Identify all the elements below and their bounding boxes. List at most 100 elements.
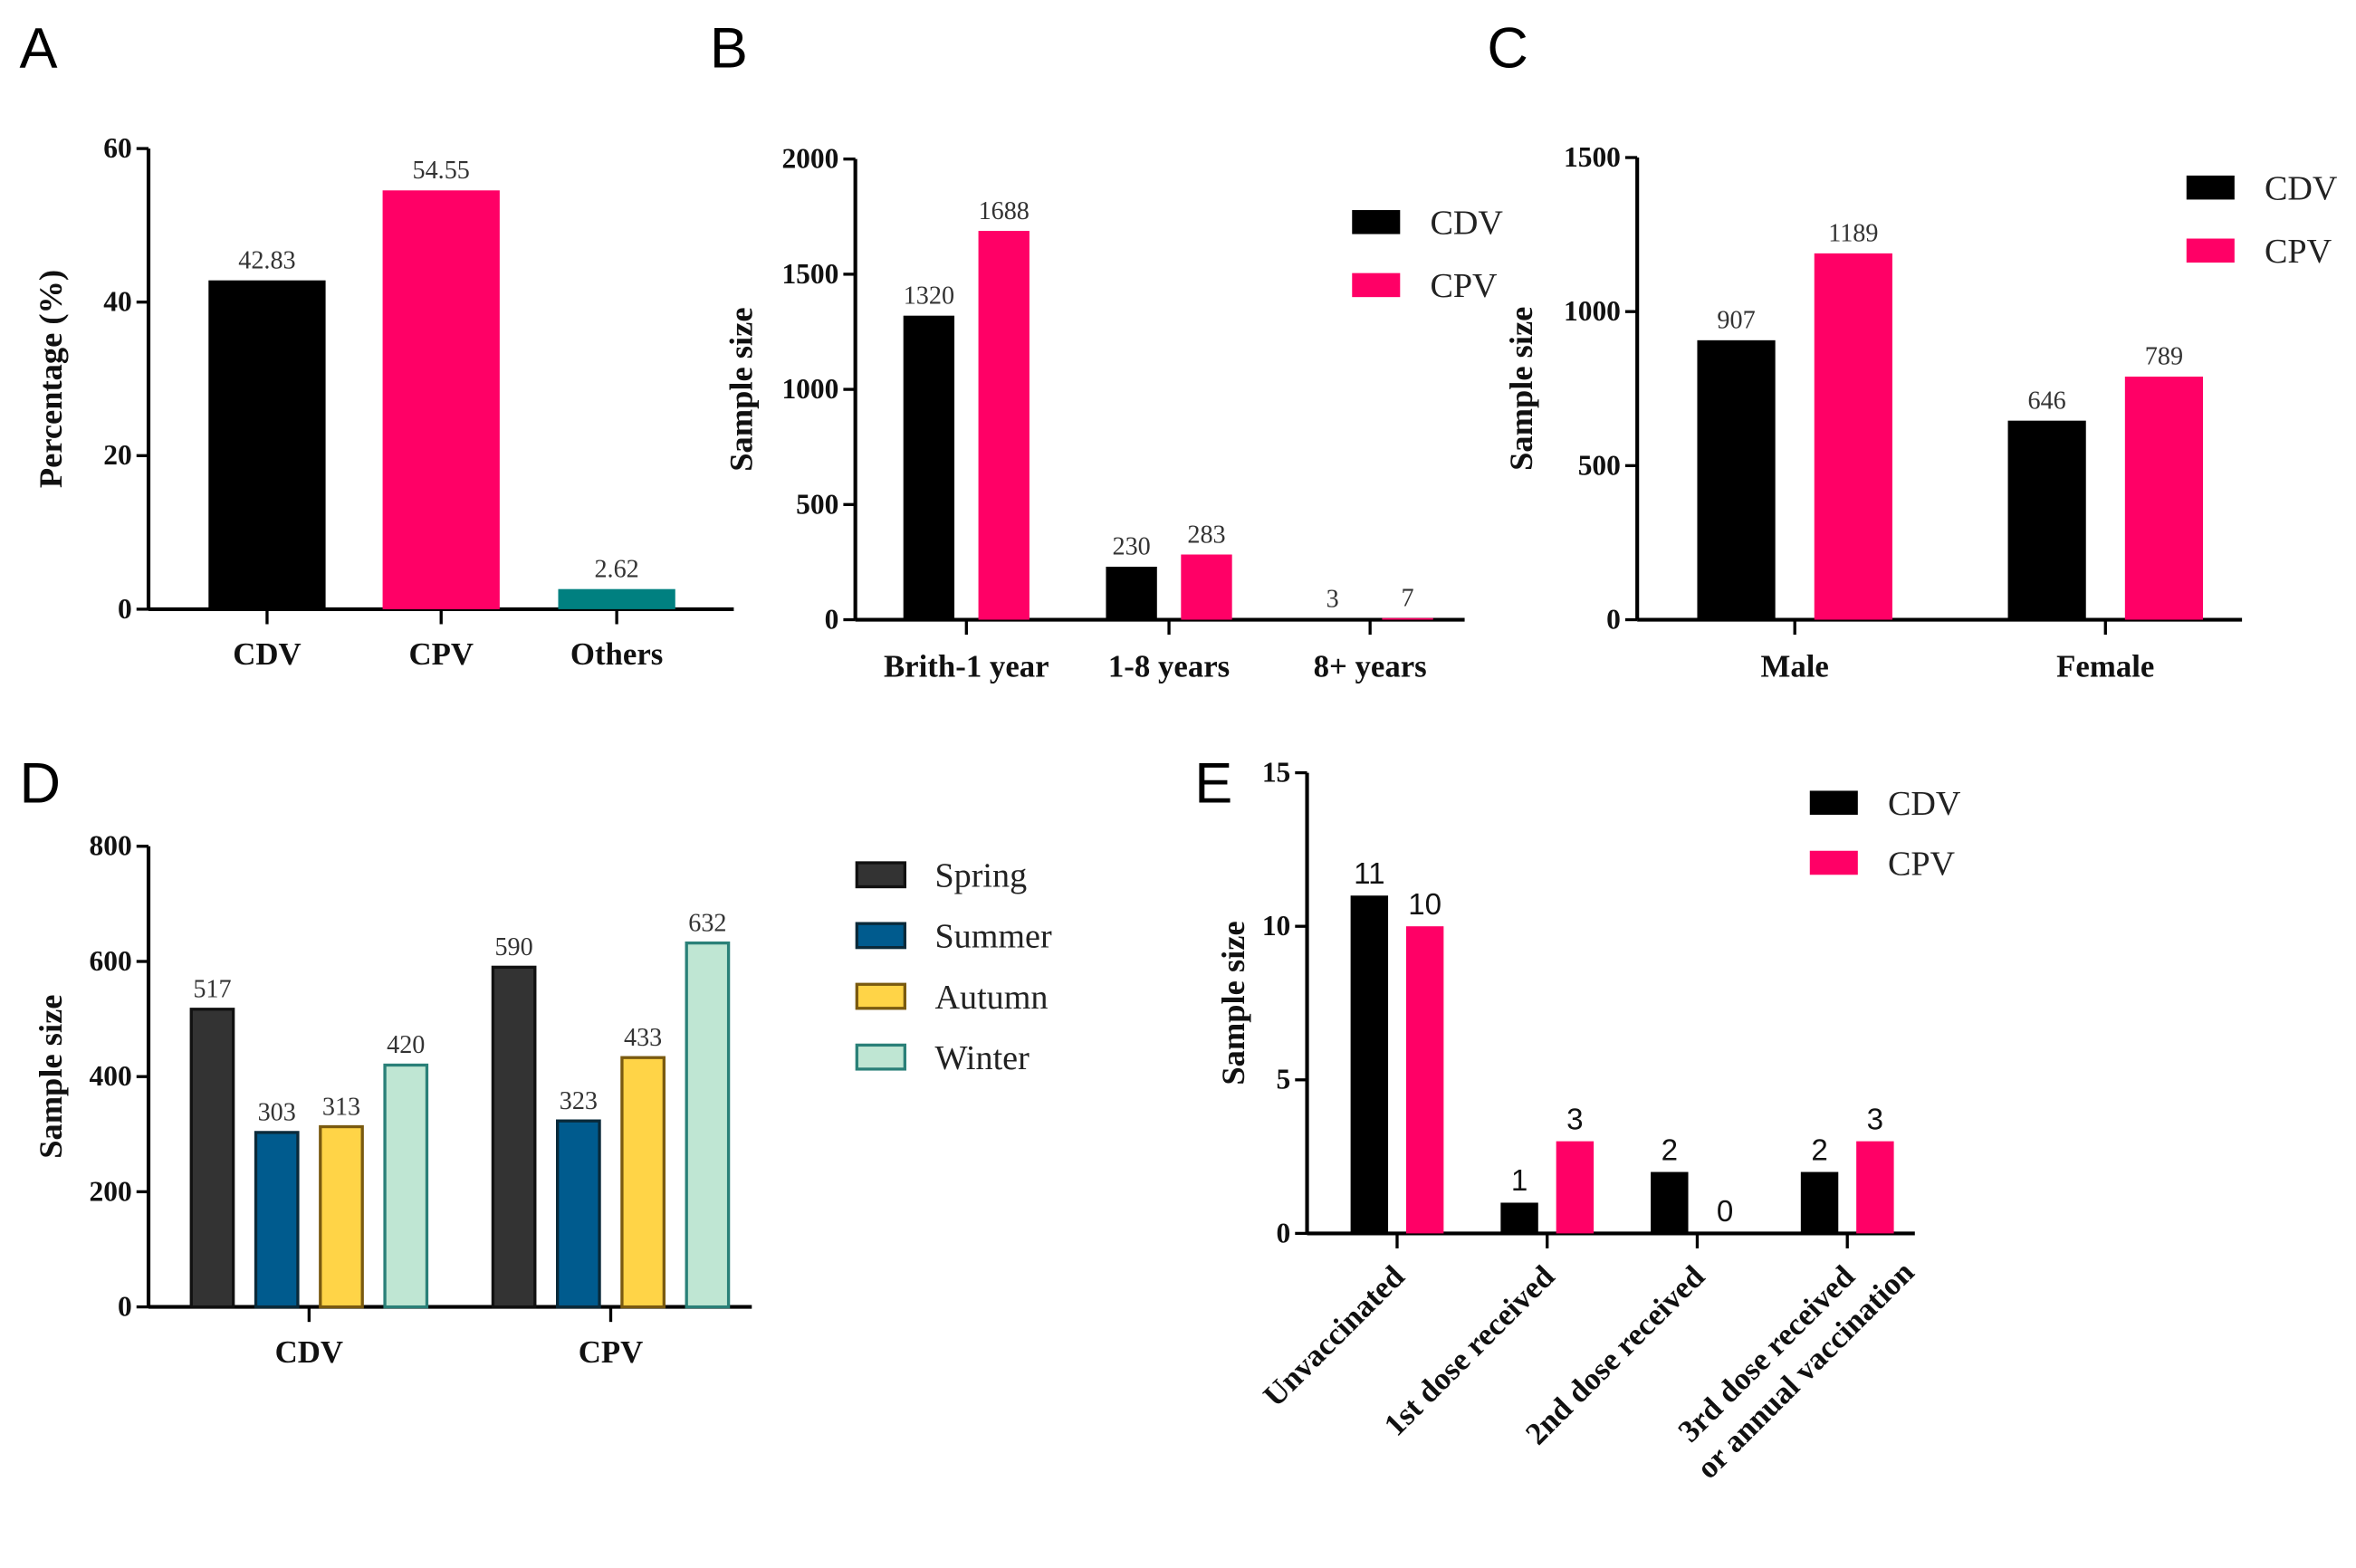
bar-cpv-3 [1856,1141,1894,1234]
data-label: 3 [1326,585,1339,613]
bar-cdv-0 [903,315,955,620]
x-tick-label: CDV [275,1334,343,1370]
x-tick-label: Others [570,636,663,672]
panel-letter: D [19,752,60,816]
y-tick-label: 500 [796,488,838,520]
legend-swatch [1809,850,1858,875]
bar-cpv-0 [1814,253,1892,620]
y-axis-label: Sample size [723,307,759,471]
legend-swatch [855,861,907,889]
data-label: 2 [1662,1133,1678,1167]
panel-letter: E [1194,752,1232,816]
bar-cpv-1 [382,190,500,609]
y-axis-label: Sample size [1503,307,1539,471]
bar-cpv-2 [1382,617,1433,620]
bar-cdv-0 [208,280,326,609]
y-tick-label: 15 [1262,757,1290,789]
legend-swatch [1352,210,1401,234]
data-label: 1688 [979,197,1030,225]
legend-swatch [855,1043,907,1071]
data-label: 54.55 [413,157,470,185]
legend-label: Spring [934,857,1027,895]
bar-winter-0 [383,1063,429,1309]
x-tick-label: CDV [233,636,301,672]
data-label: 11 [1354,857,1384,891]
bar-cpv-1 [1181,554,1232,620]
data-label: 303 [258,1099,296,1127]
legend-label: CPV [1888,845,1956,883]
y-tick-label: 1000 [1564,295,1621,327]
legend-label: Autumn [934,979,1048,1017]
data-label: 3 [1867,1103,1883,1136]
y-axis-label: Percentage (%) [33,270,69,488]
y-tick-label: 20 [103,439,131,471]
y-tick-label: 400 [90,1060,132,1092]
panel-d: D 0 200 400 600 800 Sample size CDV CPV 517 590 303… [19,752,1051,1370]
bar-autumn-1 [620,1056,666,1309]
data-label: 7 [1402,584,1414,612]
legend-label: CDV [1888,785,1961,823]
x-tick-label: Brith-1 year [884,648,1049,684]
x-tick-label: 3rd dose receivedor annual vaccination [1662,1227,1921,1486]
bar-winter-1 [685,941,731,1309]
bar-cdv-1 [1106,566,1157,620]
x-tick-label: 8+ years [1314,648,1427,684]
x-tick-label: Female [2056,648,2154,684]
x-tick-label: CPV [579,1334,644,1370]
bar-cdv-3 [1800,1171,1839,1234]
data-label: 2.62 [594,555,638,583]
legend-label: CDV [2265,169,2338,207]
data-label: 323 [560,1087,598,1115]
panel-a: A 0 20 40 60 Percentage (%) CDV CPV Others 42.83 5… [19,17,734,672]
data-label: 1189 [1828,220,1878,248]
legend-label: CPV [1430,267,1498,305]
y-tick-label: 200 [90,1175,132,1207]
data-label: 3 [1566,1103,1583,1136]
data-label: 10 [1408,888,1441,922]
legend-swatch [2186,175,2235,200]
x-tick-label-line: Unvaccinated [1256,1258,1411,1413]
data-label: 789 [2145,343,2183,371]
y-tick-label: 600 [90,945,132,977]
panel-letter: A [19,17,57,81]
data-label: 313 [322,1093,360,1121]
bar-cpv-0 [978,231,1030,620]
y-axis-label: Sample size [1215,921,1251,1085]
data-label: 2 [1811,1133,1827,1167]
data-label: 433 [624,1024,662,1052]
data-label: 420 [387,1031,425,1059]
bar-spring-1 [491,965,537,1309]
y-tick-label: 60 [103,132,131,164]
bar-summer-1 [556,1119,601,1309]
y-tick-label: 5 [1277,1064,1291,1095]
data-label: 632 [688,909,726,937]
data-label: 590 [494,933,532,961]
legend-label: CPV [2265,233,2332,271]
data-label: 646 [2028,387,2066,415]
legend-label: CDV [1430,205,1503,243]
y-tick-label: 10 [1262,910,1290,942]
bar-cpv-1 [1556,1141,1595,1234]
y-tick-label: 0 [1606,603,1621,635]
legend-swatch [855,922,907,950]
data-label: 283 [1187,521,1225,549]
y-tick-label: 0 [825,603,839,635]
x-tick-label: Unvaccinated [1256,1258,1411,1413]
panel-b: B 0 500 1000 1500 2000 Sample size Brith-1 year… [710,17,1503,684]
bar-cdv-1 [2007,420,2086,620]
bar-cdv-0 [1697,339,1776,620]
panel-letter: C [1487,17,1528,81]
x-tick-label: 1-8 years [1108,648,1230,684]
legend-label: Summer [934,918,1051,956]
y-tick-label: 1000 [781,373,838,405]
y-tick-label: 1500 [1564,141,1621,173]
bar-cdv-0 [1350,895,1389,1234]
legend-label: Winter [934,1039,1030,1077]
bar-summer-0 [254,1131,300,1309]
legend-swatch [2186,238,2235,263]
panel-letter: B [710,17,748,81]
bar-autumn-0 [319,1124,364,1309]
data-label: 907 [1717,307,1755,335]
